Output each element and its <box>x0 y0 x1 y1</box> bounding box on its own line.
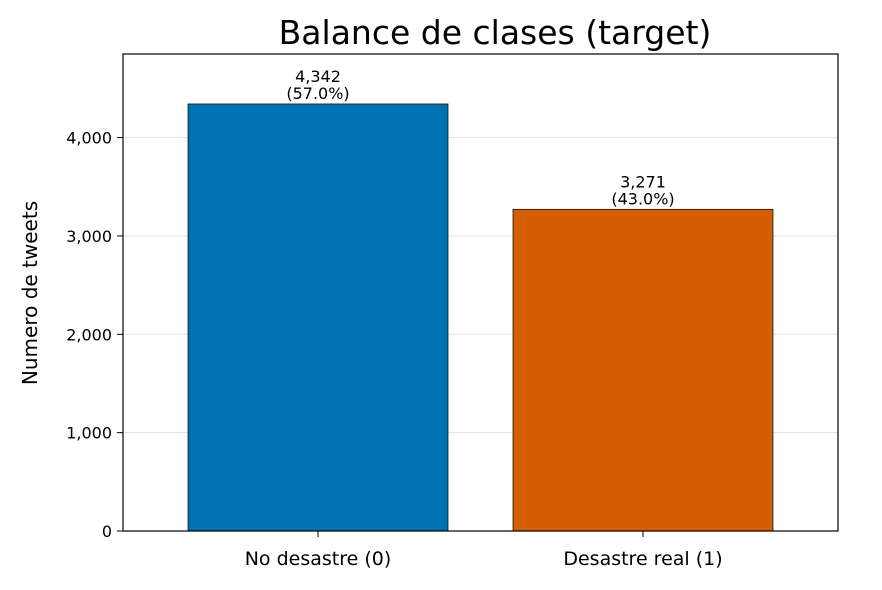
x-tick-label: No desastre (0) <box>245 548 392 570</box>
y-tick-label: 1,000 <box>66 424 112 443</box>
data-label-percent: (43.0%) <box>611 189 674 208</box>
y-axis-label: Numero de tweets <box>18 201 42 385</box>
data-label-percent: (57.0%) <box>286 84 349 103</box>
chart-title: Balance de clases (target) <box>279 13 712 52</box>
plot-frame <box>122 53 839 532</box>
data-label-value: 4,342 <box>295 67 341 86</box>
bar <box>512 208 774 532</box>
data-label-value: 3,271 <box>620 172 666 191</box>
y-tick-label: 4,000 <box>66 129 112 148</box>
bar <box>187 103 449 532</box>
y-tick-label: 2,000 <box>66 325 112 344</box>
plot-area: 4,342(57.0%) No desastre (0) 3,271(43.0%) D… <box>66 53 839 570</box>
y-tick-label: 0 <box>102 522 112 541</box>
y-tick-label: 3,000 <box>66 227 112 246</box>
x-tick-label: Desastre real (1) <box>563 548 722 570</box>
